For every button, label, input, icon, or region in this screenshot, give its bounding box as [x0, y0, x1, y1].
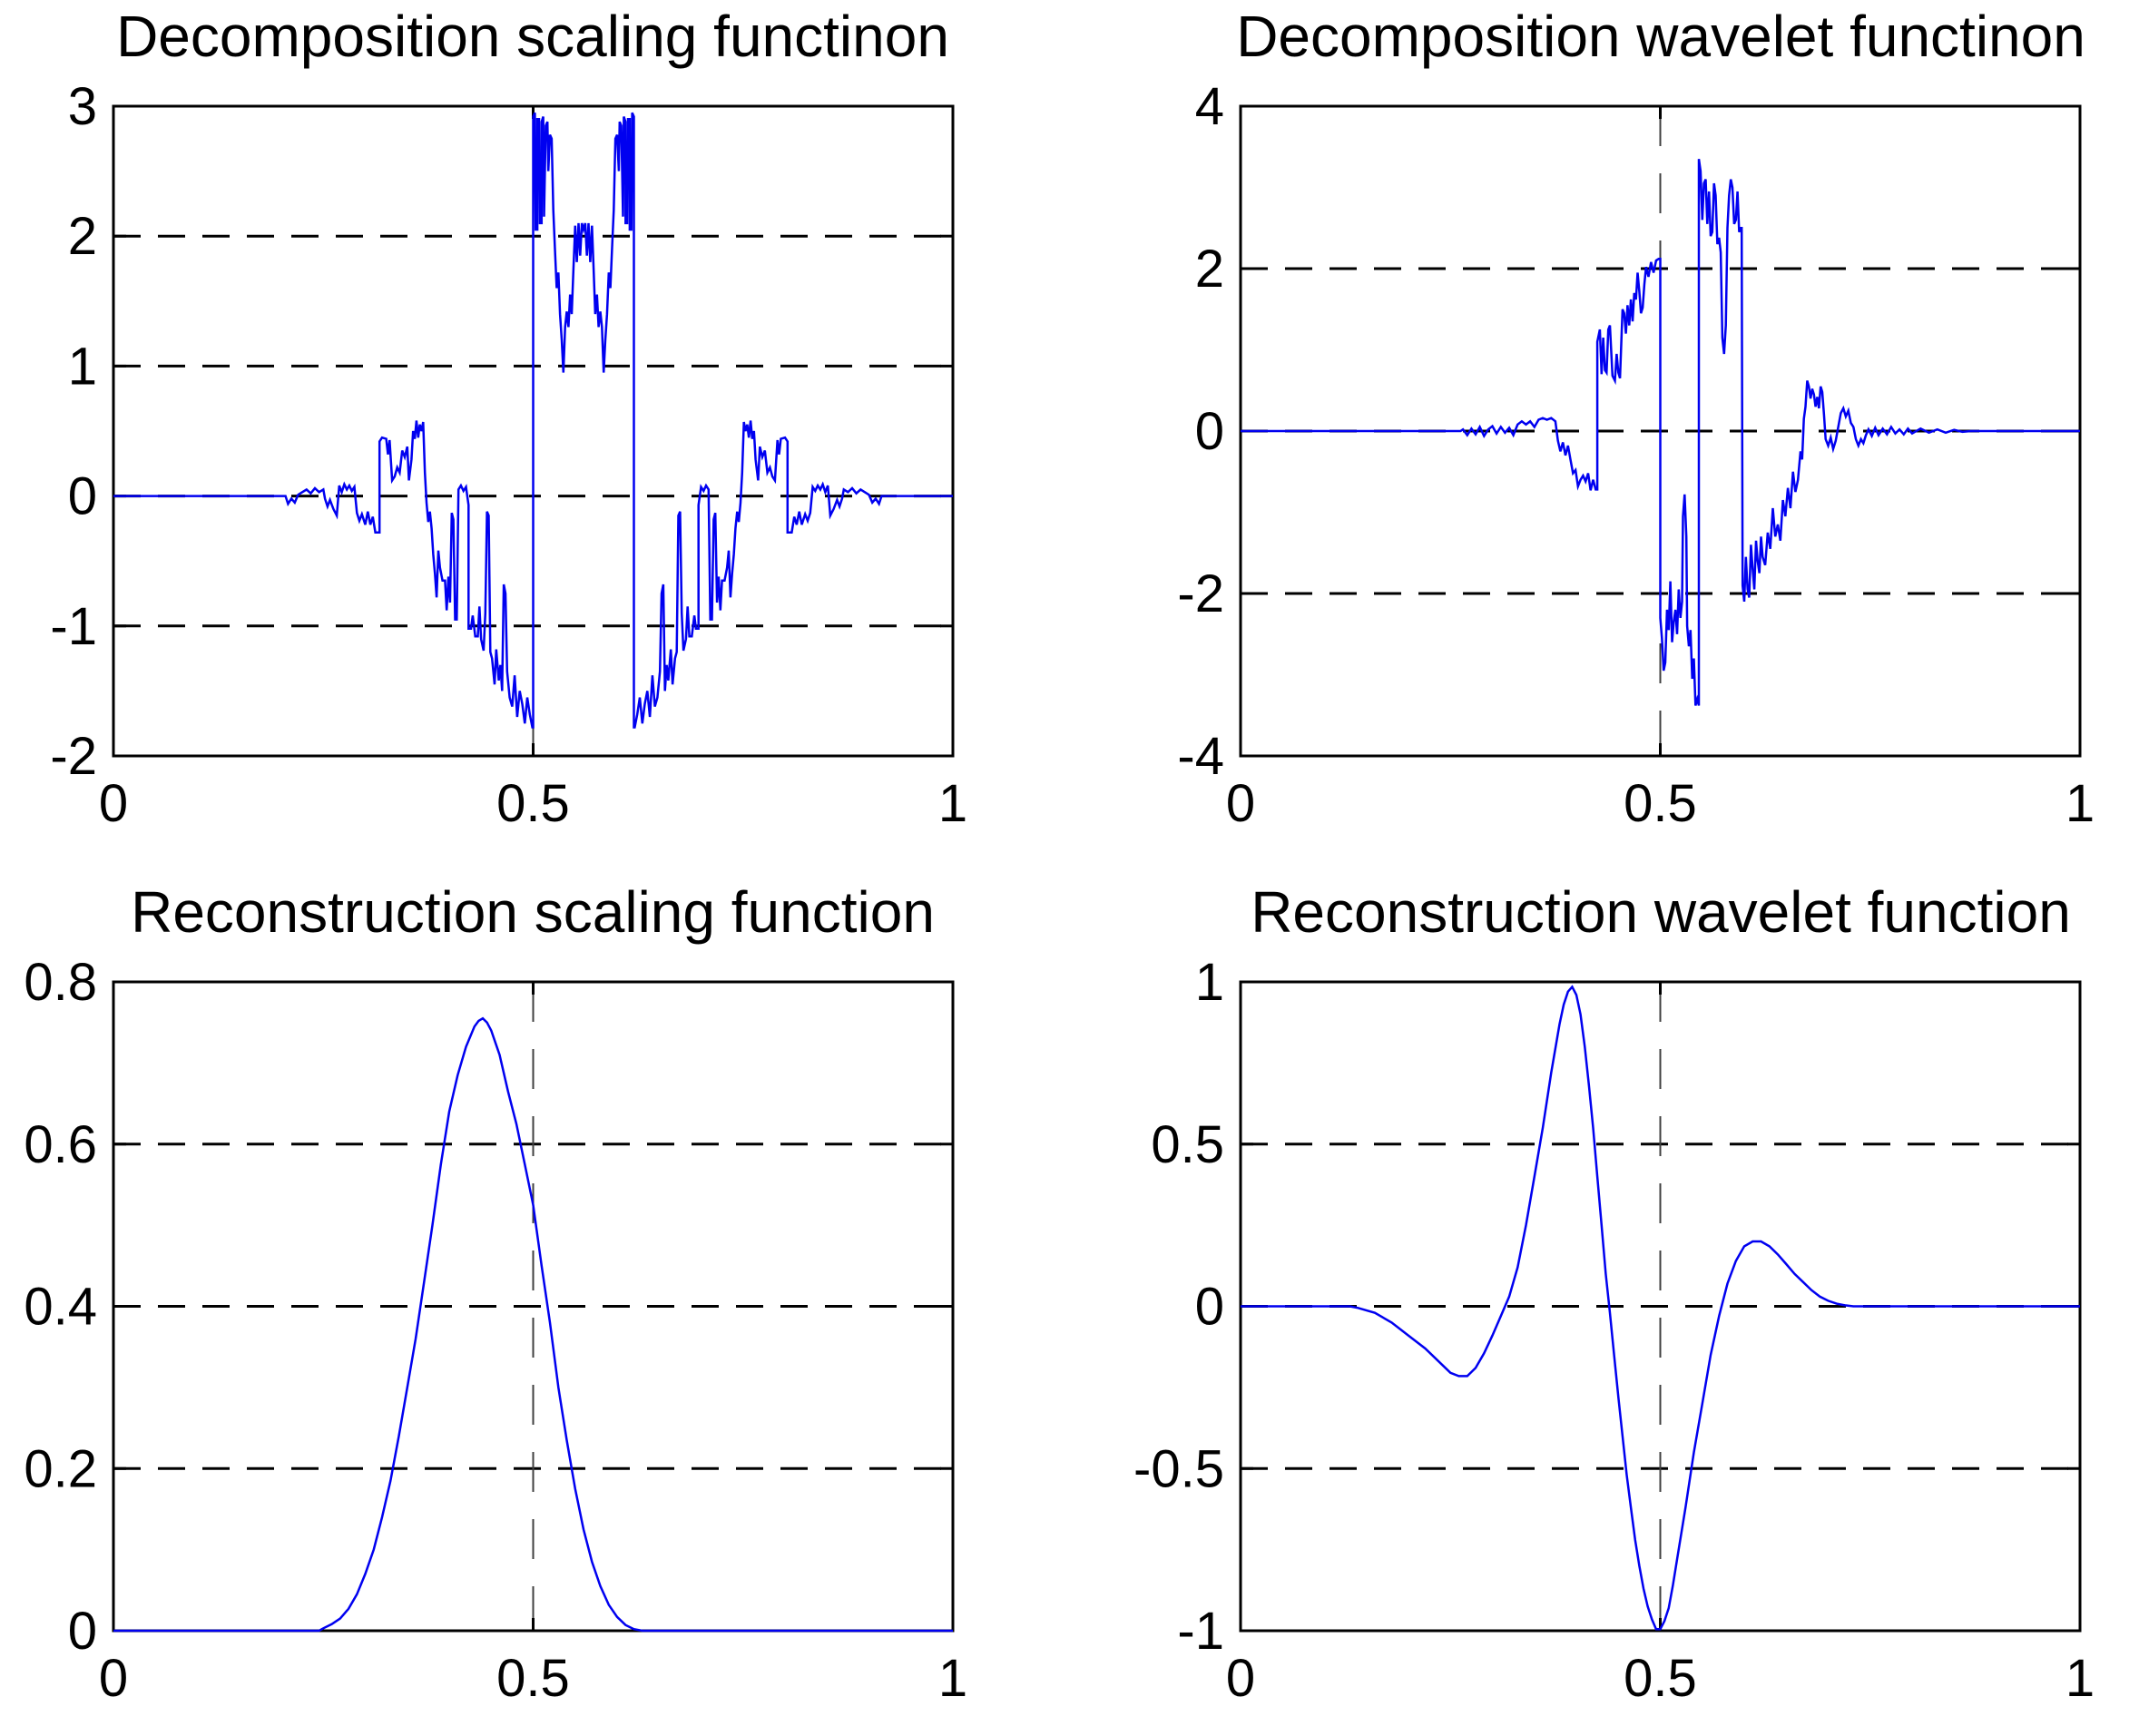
curve-decomposition-wavelet — [1241, 159, 2080, 706]
subplot-decomposition-wavelet: Decomposition wavelet functinon 420-2-40… — [1177, 4, 2095, 833]
subplot-reconstruction-wavelet: Reconstruction wavelet function 1 0.5 0 -0.… — [1133, 879, 2095, 1708]
x-tick-label: 0 — [1226, 1649, 1255, 1708]
subplot-title: Decomposition wavelet functinon — [1236, 4, 2085, 69]
x-tick-label: 0.5 — [1624, 774, 1697, 833]
subplot-title: Decomposition scaling functinon — [116, 4, 949, 69]
y-tick-label: 0.5 — [1151, 1115, 1224, 1174]
y-tick-label: -0.5 — [1133, 1439, 1224, 1498]
y-tick-label: -2 — [50, 727, 97, 786]
y-tick-label: 3 — [68, 77, 97, 136]
x-tick-label: 0 — [1226, 774, 1255, 833]
y-tick-label: -1 — [50, 597, 97, 656]
curve-reconstruction-scaling — [113, 1016, 953, 1633]
y-tick-label: 4 — [1195, 77, 1224, 136]
x-tick-label: 1 — [938, 1649, 967, 1708]
y-tick-label: -4 — [1177, 727, 1224, 786]
y-tick-label: -1 — [1177, 1602, 1224, 1661]
x-tick-label: 1 — [2065, 774, 2095, 833]
y-tick-label: 0.4 — [24, 1278, 97, 1337]
x-tick-label: 1 — [2065, 1649, 2095, 1708]
y-tick-label: -2 — [1177, 564, 1224, 623]
subplot-decomposition-scaling: Decomposition scaling functinon 3 2 1 0 -1 -2… — [50, 4, 967, 833]
y-tick-label: 0.6 — [24, 1115, 97, 1174]
y-tick-label: 1 — [1195, 953, 1224, 1012]
subplot-title: Reconstruction scaling function — [131, 879, 935, 945]
curve-reconstruction-wavelet — [1241, 985, 2080, 1631]
y-tick-label: 0.2 — [24, 1439, 97, 1498]
x-tick-label: 0.5 — [1624, 1649, 1697, 1708]
x-tick-label: 1 — [938, 774, 967, 833]
x-tick-label: 0 — [99, 774, 128, 833]
x-tick-label: 0.5 — [496, 1649, 570, 1708]
x-tick-label: 0.5 — [496, 774, 570, 833]
subplot-title: Reconstruction wavelet function — [1251, 879, 2071, 945]
y-tick-label: 0 — [68, 467, 97, 526]
y-tick-label: 0 — [1195, 1278, 1224, 1337]
y-tick-label: 2 — [68, 207, 97, 266]
y-tick-label: 1 — [68, 337, 97, 396]
y-tick-label: 0.8 — [24, 953, 97, 1012]
y-tick-label: 0 — [1195, 402, 1224, 461]
y-tick-label: 0 — [68, 1602, 97, 1661]
x-tick-label: 0 — [99, 1649, 128, 1708]
y-tick-label: 2 — [1195, 240, 1224, 299]
subplot-reconstruction-scaling: Reconstruction scaling function 0.8 0.6 0.… — [24, 879, 967, 1708]
curve-decomposition-scaling — [113, 112, 953, 729]
